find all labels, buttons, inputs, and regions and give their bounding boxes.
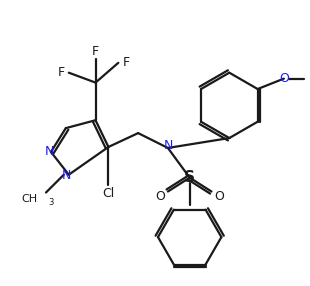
Text: CH: CH	[21, 194, 37, 204]
Text: F: F	[57, 66, 64, 79]
Text: O: O	[215, 190, 224, 203]
Text: S: S	[184, 170, 195, 185]
Text: N: N	[62, 169, 72, 182]
Text: O: O	[155, 190, 165, 203]
Text: 3: 3	[48, 198, 53, 207]
Text: N: N	[44, 145, 54, 158]
Text: Cl: Cl	[102, 187, 115, 200]
Text: N: N	[164, 140, 174, 152]
Text: F: F	[123, 56, 130, 69]
Text: O: O	[279, 72, 289, 85]
Text: F: F	[92, 45, 99, 58]
